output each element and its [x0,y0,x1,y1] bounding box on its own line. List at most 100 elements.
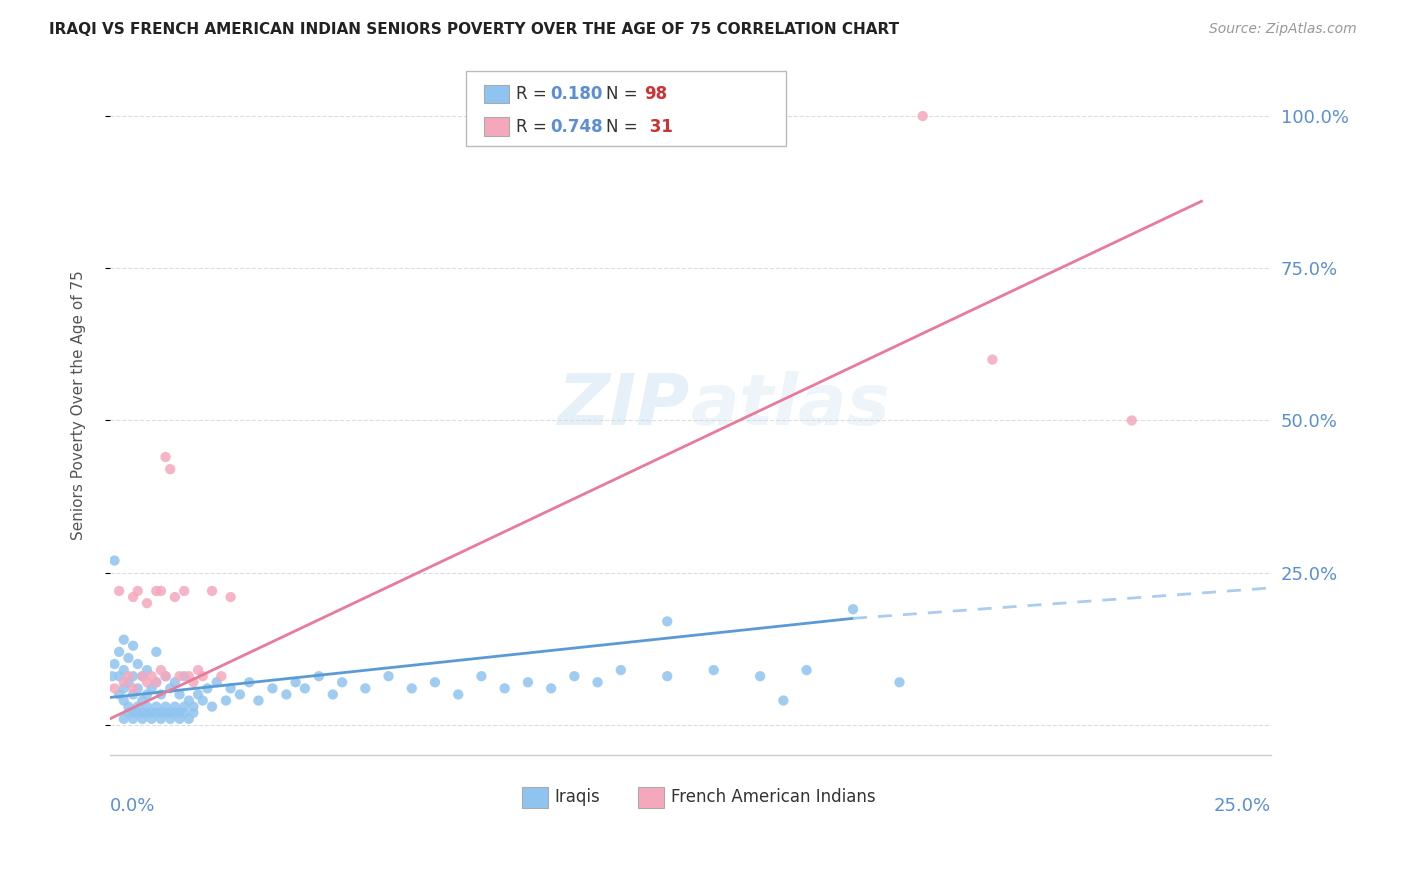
Point [562,669,585,683]
Point [103,681,125,696]
Point [177,693,200,707]
Point [131,693,153,707]
Point [112,681,135,696]
Point [1121,413,1143,427]
Point [889,675,911,690]
Point [177,712,200,726]
Text: ZIP: ZIP [558,371,690,440]
Point [796,663,818,677]
Point [122,706,145,720]
Text: N =: N = [606,86,643,103]
Bar [484,118,509,136]
Y-axis label: Seniors Poverty Over the Age of 75: Seniors Poverty Over the Age of 75 [72,270,86,541]
Point [169,688,191,702]
Point [163,590,186,604]
Point [136,688,159,702]
Point [842,602,865,616]
Point [205,675,228,690]
Point [127,584,149,599]
Point [149,663,172,677]
Point [540,681,562,696]
Point [112,675,135,690]
Point [112,632,135,647]
Text: R =: R = [516,118,553,136]
Bar [484,86,509,103]
Point [145,584,167,599]
Point [377,669,399,683]
Point [155,706,177,720]
Point [657,615,679,629]
Point [141,706,163,720]
Text: 98: 98 [644,86,668,103]
Point [981,352,1004,367]
Point [103,657,125,671]
Point [657,669,679,683]
Point [294,681,316,696]
Point [117,651,139,665]
Point [183,699,205,714]
Point [330,675,353,690]
Point [141,681,163,696]
Point [159,706,181,720]
Point [447,688,470,702]
Point [136,675,159,690]
Point [159,462,181,476]
Point [219,590,242,604]
Point [127,657,149,671]
Point [149,712,172,726]
Point [127,681,149,696]
Point [149,584,172,599]
Point [145,706,167,720]
Point [136,699,159,714]
Point [209,669,232,683]
Point [112,693,135,707]
Point [197,681,219,696]
Point [108,688,131,702]
Point [163,675,186,690]
Point [470,669,492,683]
Point [354,681,377,696]
Point [772,693,794,707]
Point [911,109,934,123]
Point [155,669,177,683]
Text: 0.748: 0.748 [550,118,603,136]
Point [169,669,191,683]
Point [401,681,423,696]
Point [145,699,167,714]
Bar [522,787,548,808]
Point [117,675,139,690]
Point [122,688,145,702]
Point [131,706,153,720]
Point [149,688,172,702]
Point [131,712,153,726]
Point [201,584,224,599]
Point [122,639,145,653]
Point [173,706,195,720]
Point [122,681,145,696]
Text: N =: N = [606,118,643,136]
Point [136,706,159,720]
Point [169,712,191,726]
Point [201,699,224,714]
Point [101,669,124,683]
Point [173,669,195,683]
Point [127,699,149,714]
Point [516,675,538,690]
Point [163,706,186,720]
Point [117,706,139,720]
Point [117,669,139,683]
Point [215,693,238,707]
Point [187,663,209,677]
Point [136,596,159,610]
Point [262,681,284,696]
Point [127,706,149,720]
Point [191,693,214,707]
Point [308,669,330,683]
Point [122,669,145,683]
Point [610,663,633,677]
Point [187,688,209,702]
Point [219,681,242,696]
Point [177,669,200,683]
Point [149,706,172,720]
Text: 31: 31 [644,118,673,136]
